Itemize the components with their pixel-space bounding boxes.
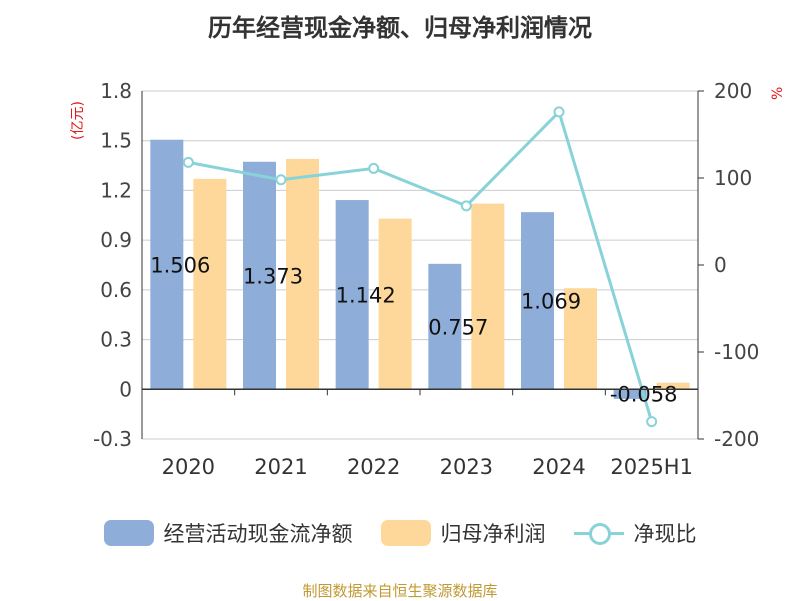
y-right-tick-label: -200 — [714, 427, 759, 451]
data-label-cashflow: 1.142 — [336, 284, 396, 308]
data-labels: 1.506 1.373 1.142 0.757 1.069 -0.058 — [150, 254, 677, 407]
legend-label-cashflow: 经营活动现金流净额 — [163, 522, 353, 546]
data-label-cashflow: 1.506 — [150, 254, 210, 278]
legend-item-profit[interactable]: 归母净利润 — [380, 518, 546, 548]
left-axis-unit: (亿元) — [70, 101, 86, 140]
bar-cashflow — [428, 263, 462, 390]
chart-title: 历年经营现金净额、归母净利润情况 — [208, 14, 592, 42]
y-right-tick-label: 0 — [714, 253, 727, 277]
x-tick-label: 2022 — [347, 455, 400, 479]
source-note: 制图数据来自恒生聚源数据库 — [302, 582, 498, 600]
ratio-point — [646, 416, 658, 428]
y-left-tick-label: 1.2 — [100, 178, 132, 202]
data-label-cashflow: 0.757 — [428, 316, 488, 340]
bar-profit — [193, 178, 227, 390]
ratio-point — [368, 162, 380, 174]
y-left-tick-label: 0.6 — [100, 278, 132, 302]
bar-cashflow — [243, 161, 276, 390]
ratio-point — [182, 156, 194, 168]
legend-label-ratio: 净现比 — [633, 522, 697, 546]
legend-label-profit: 归母净利润 — [440, 522, 546, 546]
bar-cashflow — [335, 200, 369, 390]
bar-cashflow — [613, 389, 647, 399]
y-right-tick-label: -100 — [714, 340, 759, 364]
x-tick-label: 2023 — [440, 455, 493, 479]
data-label-cashflow: 1.069 — [521, 290, 581, 314]
x-tick-label: 2025H1 — [610, 455, 693, 479]
bar-cashflow — [150, 139, 184, 390]
legend-swatch-profit — [380, 520, 431, 546]
right-axis-unit: % — [770, 87, 786, 100]
y-left-tick-label: -0.3 — [93, 427, 132, 451]
ratio-point — [275, 174, 287, 186]
x-tick-label: 2021 — [254, 455, 307, 479]
data-label-cashflow: 1.373 — [243, 265, 303, 289]
ratio-line — [182, 106, 658, 428]
legend: 经营活动现金流净额 归母净利润 净现比 — [0, 518, 800, 548]
bar-profit — [378, 218, 412, 390]
y-left-tick-label: 0.9 — [100, 228, 132, 252]
y-right-tick-label: 100 — [714, 166, 752, 190]
legend-swatch-cashflow — [103, 520, 154, 546]
axes: 1.8 1.5 1.2 0.9 0.6 0.3 0 -0.3 200 100 0 -100 -200 20… — [93, 79, 759, 479]
y-left-tick-label: 1.8 — [100, 79, 132, 103]
y-right-tick-label: 200 — [714, 79, 752, 103]
y-left-tick-label: 0 — [119, 377, 132, 401]
legend-line-ratio-icon — [573, 520, 624, 546]
ratio-point — [553, 106, 565, 118]
x-tick-label: 2020 — [162, 455, 215, 479]
bar-profit — [656, 382, 690, 390]
y-left-tick-label: 1.5 — [100, 129, 132, 153]
y-left-tick-label: 0.3 — [100, 328, 132, 352]
bar-profit — [471, 203, 505, 390]
legend-item-ratio[interactable]: 净现比 — [573, 518, 697, 548]
x-tick-label: 2024 — [532, 455, 585, 479]
data-label-cashflow: -0.058 — [610, 382, 678, 406]
bar-series — [150, 139, 690, 399]
ratio-point — [460, 200, 472, 212]
legend-item-cashflow[interactable]: 经营活动现金流净额 — [103, 518, 353, 548]
bar-profit — [286, 158, 319, 390]
bar-cashflow — [521, 212, 554, 390]
ratio-line-path — [188, 109, 654, 423]
bar-profit — [564, 288, 597, 390]
